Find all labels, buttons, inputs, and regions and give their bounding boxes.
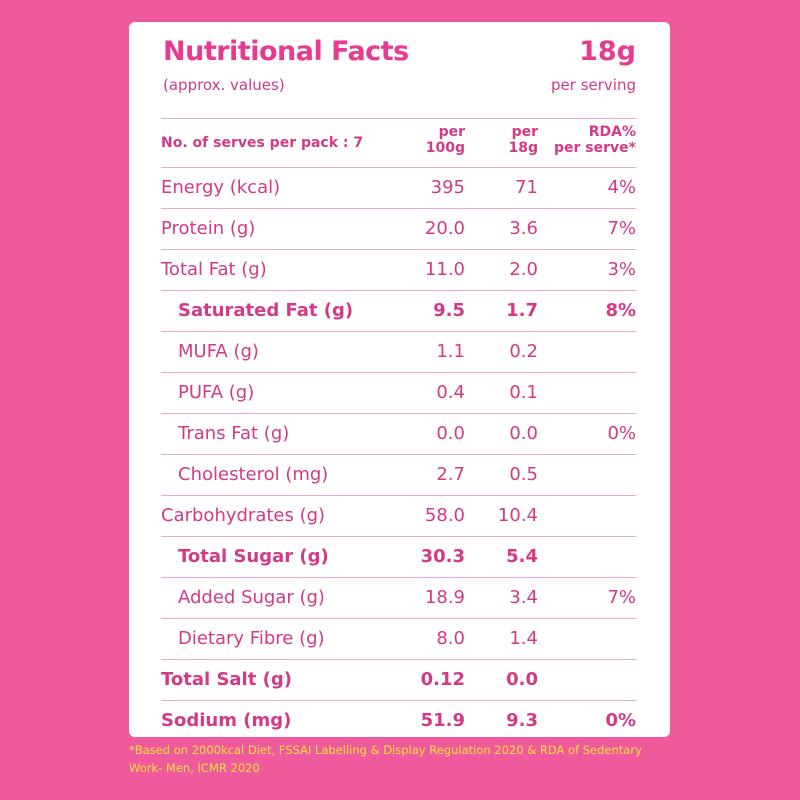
value-per-100g: 0.4 (436, 382, 465, 403)
column-header-row: No. of serves per pack : 7 per 100g per … (161, 118, 636, 168)
value-per-18g: 10.4 (497, 505, 538, 526)
value-per-100g: 1.1 (436, 341, 465, 362)
col-header-per-18g-line1: per (511, 124, 538, 140)
value-rda: 0% (607, 423, 636, 444)
value-per-100g: 2.7 (436, 464, 465, 485)
card-subtitle: (approx. values) (163, 76, 285, 94)
col-header-per-100g-line1: per (438, 124, 465, 140)
table-row: Added Sugar (g) 18.9 3.4 7% (161, 578, 636, 619)
nutrient-label: Total Fat (g) (161, 259, 267, 280)
table-row: PUFA (g) 0.4 0.1 (161, 373, 636, 414)
col-header-per-18g-line2: 18g (508, 140, 538, 156)
table-row: Total Sugar (g) 30.3 5.4 (161, 537, 636, 578)
value-per-18g: 0.0 (506, 669, 538, 690)
nutrient-label: Trans Fat (g) (178, 423, 290, 444)
col-header-per-18g: per 18g (508, 124, 538, 156)
footnote: *Based on 2000kcal Diet, FSSAI Labelling… (129, 743, 642, 775)
table-row: Trans Fat (g) 0.0 0.0 0% (161, 414, 636, 455)
value-rda: 7% (607, 587, 636, 608)
table-row: Total Fat (g) 11.0 2.0 3% (161, 250, 636, 291)
table-row: MUFA (g) 1.1 0.2 (161, 332, 636, 373)
table-row: Total Salt (g) 0.12 0.0 (161, 660, 636, 701)
nutrition-card: Nutritional Facts (approx. values) 18g p… (129, 22, 670, 737)
value-per-18g: 71 (515, 177, 538, 198)
card-title: Nutritional Facts (163, 36, 409, 67)
value-per-100g: 51.9 (420, 710, 465, 731)
nutrient-label: Total Sugar (g) (178, 546, 329, 567)
table-row: Saturated Fat (g) 9.5 1.7 8% (161, 291, 636, 332)
table-row: Protein (g) 20.0 3.6 7% (161, 209, 636, 250)
table-row: Carbohydrates (g) 58.0 10.4 (161, 496, 636, 537)
value-per-100g: 8.0 (436, 628, 465, 649)
value-per-100g: 0.12 (420, 669, 465, 690)
nutrient-label: Saturated Fat (g) (178, 300, 354, 321)
col-header-per-100g: per 100g (426, 124, 465, 156)
col-header-rda: RDA% per serve* (554, 124, 636, 156)
nutrient-label: Dietary Fibre (g) (178, 628, 325, 649)
value-rda: 7% (607, 218, 636, 239)
nutrient-rows: Energy (kcal) 395 71 4% Protein (g) 20.0… (161, 168, 636, 741)
value-rda: 4% (607, 177, 636, 198)
serving-size: 18g (579, 36, 636, 67)
value-rda: 3% (607, 259, 636, 280)
nutrient-label: Total Salt (g) (161, 669, 292, 690)
value-per-100g: 30.3 (420, 546, 465, 567)
value-per-18g: 1.4 (509, 628, 538, 649)
table-row: Sodium (mg) 51.9 9.3 0% (161, 701, 636, 741)
serving-label: per serving (551, 76, 636, 94)
col-header-rda-line2: per serve* (554, 140, 636, 156)
value-per-100g: 9.5 (433, 300, 465, 321)
nutrient-label: Protein (g) (161, 218, 256, 239)
value-per-100g: 18.9 (424, 587, 465, 608)
value-per-18g: 0.5 (509, 464, 538, 485)
value-per-18g: 3.4 (509, 587, 538, 608)
value-rda: 8% (605, 300, 636, 321)
value-per-18g: 0.2 (509, 341, 538, 362)
value-per-18g: 0.1 (509, 382, 538, 403)
nutrient-label: MUFA (g) (178, 341, 259, 362)
col-header-per-100g-line2: 100g (425, 140, 465, 156)
table-row: Dietary Fibre (g) 8.0 1.4 (161, 619, 636, 660)
value-per-100g: 395 (430, 177, 465, 198)
value-per-100g: 20.0 (424, 218, 465, 239)
value-rda: 0% (605, 710, 636, 731)
card-header: Nutritional Facts (approx. values) 18g p… (161, 22, 636, 118)
value-per-18g: 2.0 (509, 259, 538, 280)
value-per-18g: 3.6 (509, 218, 538, 239)
nutrient-label: Sodium (mg) (161, 710, 292, 731)
value-per-18g: 9.3 (506, 710, 538, 731)
value-per-100g: 11.0 (424, 259, 465, 280)
table-row: Cholesterol (mg) 2.7 0.5 (161, 455, 636, 496)
nutrient-label: Cholesterol (mg) (178, 464, 329, 485)
table-row: Energy (kcal) 395 71 4% (161, 168, 636, 209)
value-per-100g: 0.0 (436, 423, 465, 444)
nutrient-label: PUFA (g) (178, 382, 255, 403)
nutrient-label: Energy (kcal) (161, 177, 281, 198)
nutrient-label: Carbohydrates (g) (161, 505, 326, 526)
value-per-18g: 0.0 (509, 423, 538, 444)
value-per-18g: 1.7 (506, 300, 538, 321)
value-per-18g: 5.4 (506, 546, 538, 567)
value-per-100g: 58.0 (424, 505, 465, 526)
nutrient-label: Added Sugar (g) (178, 587, 325, 608)
serves-per-pack: No. of serves per pack : 7 (161, 135, 364, 151)
col-header-rda-line1: RDA% (588, 124, 636, 140)
